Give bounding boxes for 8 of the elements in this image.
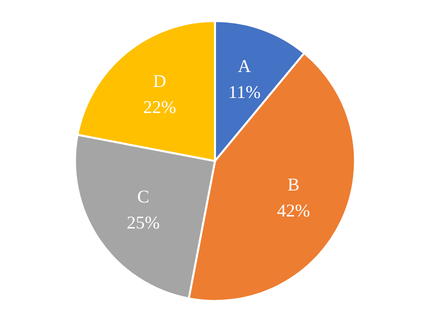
slice-label: C: [137, 186, 150, 207]
data-label: 42%: [277, 200, 310, 221]
slice-label: B: [288, 174, 300, 195]
data-label: 25%: [126, 212, 160, 233]
data-label: 11%: [228, 82, 261, 102]
data-label: 22%: [143, 96, 176, 117]
slice-label: A: [238, 56, 251, 76]
slice-label: D: [153, 70, 166, 91]
